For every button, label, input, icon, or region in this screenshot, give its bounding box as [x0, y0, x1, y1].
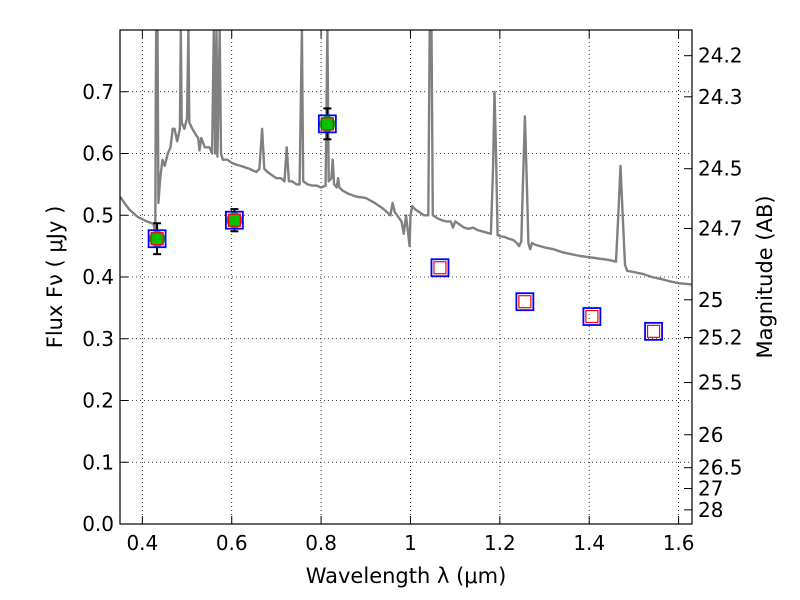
right-tick-label: 28: [698, 498, 723, 522]
grid: [120, 30, 692, 525]
x-axis-label: Wavelength λ (μm): [306, 564, 507, 588]
x-tick-label: 0.4: [126, 531, 158, 555]
right-tick-label: 25.2: [698, 326, 743, 350]
model-inner-marker: [433, 261, 447, 275]
model-spectrum-line: [120, 30, 692, 286]
y-axis-label-left: Flux Fν ( μJy ): [43, 206, 67, 349]
x-tick-label: 1: [404, 531, 417, 555]
model-inner-marker: [227, 213, 241, 227]
plot-frame: [119, 29, 693, 525]
model-inner-marker: [646, 324, 661, 338]
right-tick-label: 26: [698, 423, 723, 447]
model-box-marker: [644, 321, 663, 341]
observed-point: [226, 212, 243, 229]
model-box-marker: [147, 229, 167, 249]
x-axis: 0.4 0.6 0.8 1 1.2 1.4 1.6: [126, 30, 695, 555]
x-tick-label: 1.4: [573, 531, 605, 555]
model-inner-marker: [150, 232, 164, 246]
right-tick-label: 24.5: [698, 157, 743, 181]
right-tick-label: 26.5: [698, 456, 743, 480]
y-tick-label: 0.5: [82, 203, 114, 227]
x-tick-label: 0.8: [305, 531, 337, 555]
x-tick-label: 1.2: [484, 531, 516, 555]
plot-area: [120, 30, 692, 341]
right-tick-label: 24.7: [698, 216, 743, 240]
observed-point: [319, 115, 336, 132]
model-inner-marker: [585, 309, 599, 324]
model-inner-marker: [518, 295, 532, 309]
y-tick-label: 0.7: [82, 80, 114, 104]
model-inner-marker: [320, 117, 334, 131]
model-box-marker: [430, 258, 450, 278]
right-tick-label: 24.2: [698, 44, 743, 68]
y-axis-left: 0.0 0.1 0.2 0.3 0.4 0.5 0.6 0.7: [82, 80, 128, 536]
y-axis-label-right: Magnitude (AB): [753, 195, 777, 358]
model-box-marker: [582, 307, 602, 326]
y-tick-label: 0.4: [82, 265, 114, 289]
y-tick-label: 0.2: [82, 389, 114, 413]
model-box-marker: [515, 292, 535, 312]
model-box-marker: [317, 114, 337, 134]
right-tick-label: 24.3: [698, 85, 743, 109]
observed-point: [149, 230, 166, 247]
x-tick-label: 1.6: [663, 531, 695, 555]
y-tick-label: 0.3: [82, 327, 114, 351]
right-tick-label: 25: [698, 288, 723, 312]
plot-clip-group: [120, 30, 692, 341]
right-tick-label: 25.5: [698, 371, 743, 395]
y-tick-label: 0.0: [82, 512, 114, 536]
model-box-marker: [224, 210, 244, 230]
x-tick-label: 0.6: [216, 531, 248, 555]
y-tick-label: 0.6: [82, 142, 114, 166]
y-tick-label: 0.1: [82, 450, 114, 474]
right-tick-label: 27: [698, 476, 723, 500]
